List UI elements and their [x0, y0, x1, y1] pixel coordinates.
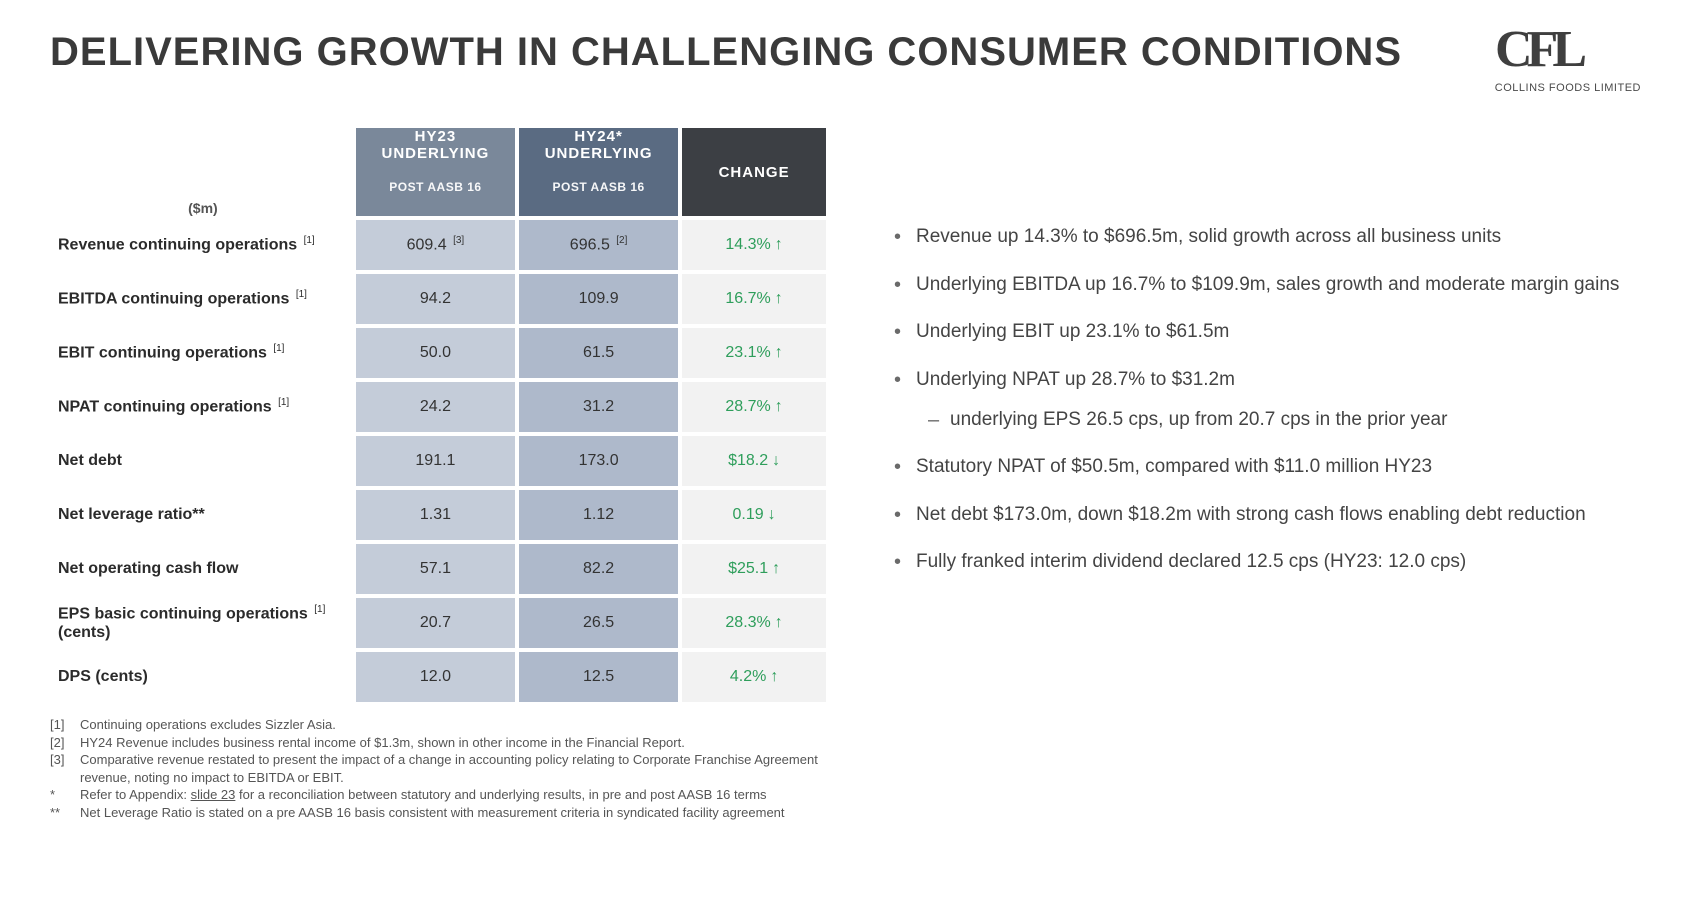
col-header-hy23: HY23 UNDERLYING POST AASB 16	[356, 128, 515, 216]
footnote: *Refer to Appendix: slide 23 for a recon…	[50, 786, 830, 804]
table-row: Net operating cash flow57.182.2$25.1↑	[54, 544, 826, 594]
table-row: Revenue continuing operations [1]609.4 […	[54, 220, 826, 270]
value-hy24: 696.5 [2]	[519, 220, 678, 270]
value-hy23: 57.1	[356, 544, 515, 594]
highlight-item: Underlying EBITDA up 16.7% to $109.9m, s…	[890, 272, 1641, 298]
footnote: [2]HY24 Revenue includes business rental…	[50, 734, 830, 752]
value-hy24: 173.0	[519, 436, 678, 486]
table-row: Net debt191.1173.0$18.2↓	[54, 436, 826, 486]
table-row: DPS (cents)12.012.54.2%↑	[54, 652, 826, 702]
highlight-item: Underlying EBIT up 23.1% to $61.5m	[890, 319, 1641, 345]
value-hy24: 82.2	[519, 544, 678, 594]
col2-sub: POST AASB 16	[519, 180, 678, 194]
table-row: EPS basic continuing operations [1](cent…	[54, 598, 826, 648]
value-hy24: 31.2	[519, 382, 678, 432]
value-hy23: 191.1	[356, 436, 515, 486]
financial-table: ($m) HY23 UNDERLYING POST AASB 16 HY24* …	[50, 124, 830, 706]
highlight-item: Revenue up 14.3% to $696.5m, solid growt…	[890, 224, 1641, 250]
table-row: EBIT continuing operations [1]50.061.523…	[54, 328, 826, 378]
row-label: Net debt	[54, 436, 352, 486]
logo-caption: COLLINS FOODS LIMITED	[1495, 82, 1641, 94]
row-label: Revenue continuing operations [1]	[54, 220, 352, 270]
value-hy23: 24.2	[356, 382, 515, 432]
footnote: **Net Leverage Ratio is stated on a pre …	[50, 804, 830, 822]
value-hy24: 12.5	[519, 652, 678, 702]
value-hy23: 20.7	[356, 598, 515, 648]
footnotes: [1]Continuing operations excludes Sizzle…	[50, 716, 830, 821]
row-label: EBITDA continuing operations [1]	[54, 274, 352, 324]
value-change: 28.7%↑	[682, 382, 826, 432]
value-hy23: 12.0	[356, 652, 515, 702]
row-label: EPS basic continuing operations [1](cent…	[54, 598, 352, 648]
footnote: [1]Continuing operations excludes Sizzle…	[50, 716, 830, 734]
value-change: 16.7%↑	[682, 274, 826, 324]
highlight-item: Statutory NPAT of $50.5m, compared with …	[890, 454, 1641, 480]
value-hy24: 109.9	[519, 274, 678, 324]
highlight-item: Fully franked interim dividend declared …	[890, 549, 1641, 575]
col1-h1: HY23	[356, 128, 515, 145]
value-change: 23.1%↑	[682, 328, 826, 378]
svg-text:CFL: CFL	[1495, 21, 1585, 78]
col-header-change: CHANGE	[682, 128, 826, 216]
row-label: Net leverage ratio**	[54, 490, 352, 540]
row-label: DPS (cents)	[54, 652, 352, 702]
highlight-item: Net debt $173.0m, down $18.2m with stron…	[890, 502, 1641, 528]
value-change: 14.3%↑	[682, 220, 826, 270]
value-change: 4.2%↑	[682, 652, 826, 702]
value-hy24: 1.12	[519, 490, 678, 540]
value-hy24: 61.5	[519, 328, 678, 378]
value-change: 28.3%↑	[682, 598, 826, 648]
table-row: EBITDA continuing operations [1]94.2109.…	[54, 274, 826, 324]
value-hy23: 50.0	[356, 328, 515, 378]
page-title: DELIVERING GROWTH IN CHALLENGING CONSUME…	[50, 30, 1402, 75]
footnote: [3]Comparative revenue restated to prese…	[50, 751, 830, 786]
table-row: Net leverage ratio**1.311.120.19↓	[54, 490, 826, 540]
value-change: $18.2↓	[682, 436, 826, 486]
highlights-list: Revenue up 14.3% to $696.5m, solid growt…	[890, 124, 1641, 597]
col-header-hy24: HY24* UNDERLYING POST AASB 16	[519, 128, 678, 216]
row-label: EBIT continuing operations [1]	[54, 328, 352, 378]
highlight-item: Underlying NPAT up 28.7% to $31.2m	[890, 367, 1641, 393]
value-hy23: 94.2	[356, 274, 515, 324]
col3-h1: CHANGE	[682, 164, 826, 181]
unit-label: ($m)	[54, 128, 352, 216]
row-label: NPAT continuing operations [1]	[54, 382, 352, 432]
footnote-link[interactable]: slide 23	[191, 787, 236, 802]
company-logo: CFL COLLINS FOODS LIMITED	[1495, 20, 1641, 94]
col1-sub: POST AASB 16	[356, 180, 515, 194]
value-hy23: 1.31	[356, 490, 515, 540]
col1-h2: UNDERLYING	[356, 145, 515, 162]
value-hy24: 26.5	[519, 598, 678, 648]
value-change: $25.1↑	[682, 544, 826, 594]
table-row: NPAT continuing operations [1]24.231.228…	[54, 382, 826, 432]
value-change: 0.19↓	[682, 490, 826, 540]
value-hy23: 609.4 [3]	[356, 220, 515, 270]
highlight-sub-item: underlying EPS 26.5 cps, up from 20.7 cp…	[890, 407, 1641, 433]
row-label: Net operating cash flow	[54, 544, 352, 594]
col2-h2: UNDERLYING	[519, 145, 678, 162]
col2-h1: HY24*	[519, 128, 678, 145]
